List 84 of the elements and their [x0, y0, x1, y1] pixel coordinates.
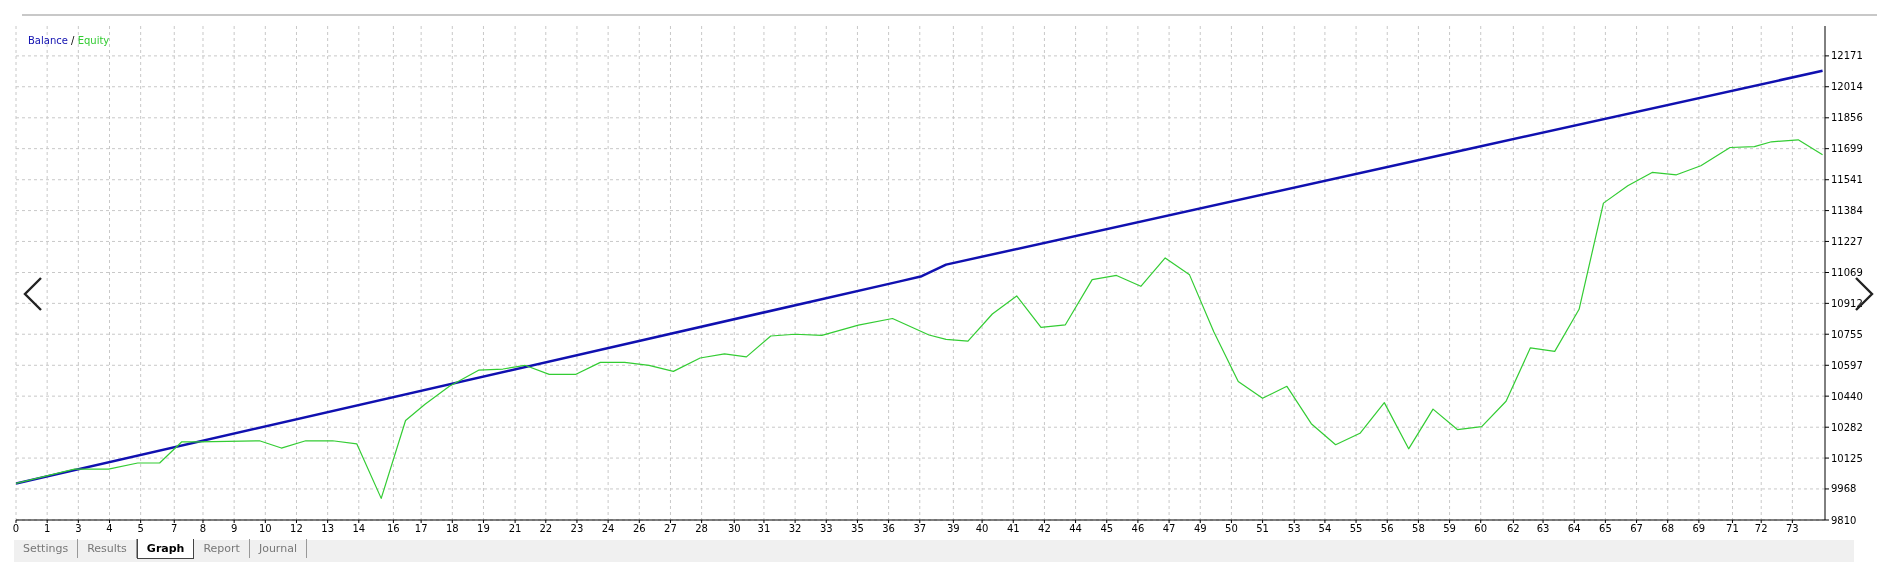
y-tick-label: 10125 [1831, 452, 1863, 464]
x-tick-label: 21 [508, 523, 522, 535]
text: Equity [77, 35, 110, 46]
x-tick-label: 46 [1131, 523, 1145, 535]
text: Balance [28, 35, 68, 46]
text: Journal [249, 539, 307, 558]
x-tick-label: 8 [199, 523, 207, 535]
x-tick-label: 72 [1754, 523, 1768, 535]
x-tick-label: 35 [851, 523, 864, 535]
x-tick-label: 39 [947, 523, 960, 535]
y-tick-label: 12014 [1831, 81, 1863, 93]
y-tick-label: 10440 [1831, 390, 1863, 402]
x-tick-label: 63 [1536, 523, 1550, 535]
x-tick-label: 31 [757, 523, 771, 535]
x-tick-label: 28 [695, 523, 708, 535]
x-tick-label: 54 [1318, 523, 1332, 535]
text: Results [78, 539, 137, 558]
x-tick-label: 59 [1443, 523, 1456, 535]
x-tick-label: 23 [570, 523, 584, 535]
x-tick-label: 62 [1506, 523, 1520, 535]
x-tick-label: 37 [913, 523, 927, 535]
x-tick-label: 12 [290, 523, 303, 535]
x-tick-label: 33 [819, 523, 833, 535]
x-tick-label: 22 [539, 523, 553, 535]
x-tick-label: 18 [445, 523, 459, 535]
x-tick-label: 32 [788, 523, 802, 535]
x-tick-label: 9 [230, 523, 238, 535]
x-tick-label: 65 [1599, 523, 1612, 535]
x-tick-label: 41 [1006, 523, 1020, 535]
y-tick-label: 11541 [1831, 174, 1863, 186]
x-tick-label: 36 [882, 523, 895, 535]
y-tick-label: 10912 [1831, 297, 1863, 309]
y-tick-label: 9968 [1831, 483, 1857, 495]
y-tick-label: 10282 [1831, 421, 1863, 433]
x-tick-label: 55 [1349, 523, 1363, 535]
x-tick-label: 7 [171, 523, 178, 535]
x-tick-label: 10 [258, 523, 272, 535]
line-series [16, 139, 1824, 499]
annotation: / [70, 35, 76, 46]
x-tick-label: 24 [601, 523, 615, 535]
y-tick-label: 9810 [1831, 514, 1857, 526]
x-tick-label: 1 [43, 523, 51, 535]
y-tick-label: 11069 [1831, 267, 1863, 279]
x-tick-label: 14 [352, 523, 366, 535]
y-tick-label: 11227 [1831, 236, 1863, 247]
x-tick-label: 30 [727, 523, 741, 535]
x-tick-label: 0 [12, 523, 20, 535]
text: Settings [14, 539, 79, 558]
text: Report [194, 539, 250, 558]
x-tick-label: 56 [1380, 523, 1394, 535]
x-tick-label: 71 [1726, 523, 1739, 535]
text: Graph [136, 539, 195, 559]
x-tick-label: 51 [1256, 523, 1269, 535]
y-tick-label: 10755 [1831, 328, 1863, 340]
x-tick-label: 67 [1630, 523, 1643, 535]
x-tick-label: 3 [75, 523, 82, 535]
x-tick-label: 49 [1193, 523, 1207, 535]
x-tick-label: 16 [387, 523, 400, 535]
x-tick-label: 53 [1287, 523, 1301, 535]
x-tick-label: 50 [1225, 523, 1238, 535]
x-tick-label: 17 [414, 523, 428, 535]
x-tick-label: 68 [1661, 523, 1675, 535]
y-tick-label: 11384 [1831, 205, 1863, 217]
x-tick-label: 44 [1069, 523, 1082, 535]
x-tick-label: 47 [1162, 523, 1176, 535]
y-tick-label: 12171 [1831, 50, 1863, 62]
x-tick-label: 4 [106, 523, 113, 535]
x-tick-label: 64 [1567, 523, 1581, 535]
x-tick-label: 69 [1692, 523, 1706, 535]
x-tick-label: 40 [975, 523, 989, 535]
x-tick-label: 27 [664, 523, 677, 535]
x-tick-label: 42 [1038, 523, 1051, 535]
y-tick-label: 11699 [1831, 143, 1863, 155]
y-tick-label: 11856 [1831, 112, 1863, 124]
x-tick-label: 60 [1474, 523, 1488, 535]
x-tick-label: 13 [321, 523, 335, 535]
line-series [16, 69, 1824, 485]
x-tick-label: 58 [1412, 523, 1425, 535]
y-tick-label: 10597 [1831, 359, 1863, 371]
x-tick-label: 45 [1100, 523, 1114, 535]
x-tick-label: 5 [137, 523, 144, 535]
x-tick-label: 19 [477, 523, 490, 535]
x-tick-label: 73 [1786, 523, 1799, 535]
x-tick-label: 26 [632, 523, 646, 535]
